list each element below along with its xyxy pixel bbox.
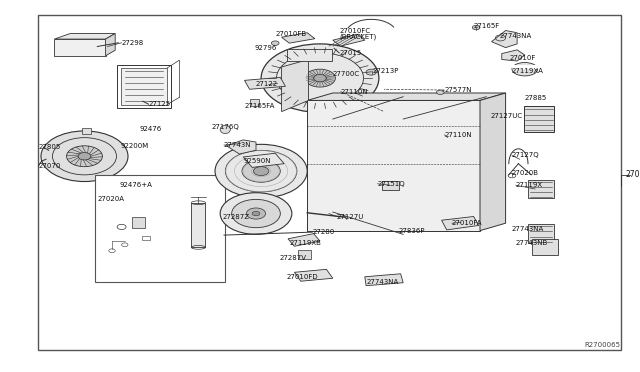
Text: 27743NB: 27743NB [516, 240, 548, 246]
Text: 27010FC: 27010FC [339, 28, 371, 34]
Circle shape [220, 193, 292, 234]
Polygon shape [287, 49, 332, 61]
Text: 27015: 27015 [339, 50, 362, 56]
Text: 27213P: 27213P [372, 68, 399, 74]
Bar [95, 175, 225, 282]
Text: 92476+A: 92476+A [119, 182, 152, 187]
Text: 27176Q: 27176Q [211, 124, 239, 130]
Polygon shape [54, 33, 115, 39]
Text: (BRACKET): (BRACKET) [339, 34, 376, 41]
Circle shape [78, 153, 91, 160]
Text: 27127U: 27127U [337, 214, 364, 219]
Polygon shape [442, 217, 479, 230]
Polygon shape [512, 65, 538, 69]
Circle shape [253, 167, 269, 176]
Text: 27165FA: 27165FA [244, 103, 275, 109]
Polygon shape [492, 31, 517, 48]
Text: 27743NA: 27743NA [366, 279, 398, 285]
Text: 27743NA: 27743NA [499, 33, 531, 39]
Bar [142, 236, 150, 240]
Text: 27122: 27122 [256, 81, 278, 87]
Text: 27836P: 27836P [398, 228, 424, 234]
Circle shape [252, 211, 260, 216]
Text: 27287Z: 27287Z [223, 214, 250, 220]
Text: 92590N: 92590N [243, 158, 271, 164]
Bar [528, 224, 554, 243]
Polygon shape [480, 93, 506, 231]
Text: 27700C: 27700C [333, 71, 360, 77]
Text: 92200M: 92200M [120, 143, 148, 149]
Polygon shape [307, 100, 480, 231]
Ellipse shape [220, 125, 230, 134]
Text: R2700065: R2700065 [585, 342, 621, 348]
Bar [382, 181, 399, 190]
Text: 27287V: 27287V [279, 255, 306, 261]
Polygon shape [307, 93, 506, 100]
Polygon shape [282, 33, 315, 43]
Circle shape [242, 160, 280, 182]
Bar [132, 217, 145, 228]
Bar [191, 203, 205, 247]
Bar [82, 128, 91, 134]
Text: 27020B: 27020B [512, 170, 539, 176]
Text: 27010FD: 27010FD [287, 274, 318, 280]
Bar [121, 68, 167, 105]
Text: 27298: 27298 [122, 40, 144, 46]
Circle shape [215, 144, 307, 198]
Text: 27743N: 27743N [224, 142, 252, 148]
Circle shape [232, 199, 280, 228]
Circle shape [41, 131, 128, 182]
Text: 27010FB: 27010FB [275, 31, 307, 37]
Polygon shape [106, 33, 115, 56]
Text: 27119XA: 27119XA [512, 68, 544, 74]
Text: 27165F: 27165F [474, 23, 500, 29]
Text: 92796: 92796 [255, 45, 277, 51]
Circle shape [67, 146, 102, 167]
Bar [116, 65, 172, 108]
Polygon shape [227, 140, 256, 154]
Text: 27119X: 27119X [516, 182, 543, 188]
Polygon shape [288, 234, 320, 246]
Bar [524, 106, 554, 132]
Text: 27280: 27280 [312, 229, 335, 235]
Text: 27151Q: 27151Q [378, 181, 405, 187]
Bar [528, 180, 554, 198]
Polygon shape [365, 274, 403, 286]
Polygon shape [244, 77, 285, 89]
Text: 27110N: 27110N [340, 89, 368, 94]
Circle shape [261, 44, 379, 112]
Text: 27020A: 27020A [97, 196, 124, 202]
Polygon shape [502, 50, 525, 61]
Circle shape [366, 69, 376, 75]
Text: 27577N: 27577N [444, 87, 472, 93]
Text: 27127UC: 27127UC [490, 113, 522, 119]
Circle shape [271, 41, 279, 45]
Polygon shape [294, 269, 333, 281]
Text: 27010FA: 27010FA [452, 220, 483, 226]
Text: 27127Q: 27127Q [512, 153, 540, 158]
Text: 27119XB: 27119XB [289, 240, 321, 246]
Polygon shape [333, 34, 365, 46]
Text: 27110N: 27110N [444, 132, 472, 138]
Circle shape [305, 69, 335, 87]
Text: 27125: 27125 [148, 101, 171, 107]
Text: 92476: 92476 [140, 126, 162, 132]
Bar [250, 99, 259, 106]
Circle shape [472, 25, 480, 30]
Circle shape [314, 74, 326, 82]
Text: 27070: 27070 [38, 163, 61, 169]
Bar [532, 239, 558, 255]
Bar [298, 250, 311, 259]
Text: 27805: 27805 [38, 144, 61, 150]
Circle shape [436, 90, 444, 94]
Polygon shape [54, 39, 106, 56]
Text: 27010F: 27010F [509, 55, 536, 61]
Ellipse shape [512, 62, 538, 76]
Polygon shape [243, 153, 284, 167]
Text: 27010: 27010 [626, 170, 640, 179]
Polygon shape [282, 60, 308, 112]
Text: 27885: 27885 [525, 95, 547, 101]
Text: 27743NA: 27743NA [512, 226, 544, 232]
Circle shape [246, 208, 266, 219]
